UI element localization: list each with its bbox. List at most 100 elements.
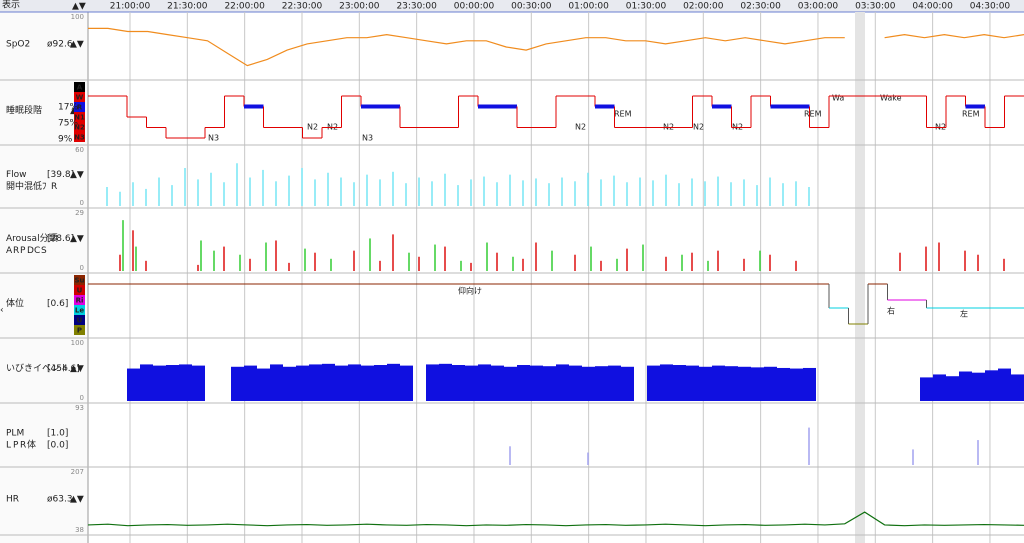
event-bar xyxy=(491,365,504,401)
signal-trace xyxy=(88,27,845,67)
event-bar xyxy=(265,242,267,271)
time-tick: 04:30:00 xyxy=(970,2,1011,12)
event-bar xyxy=(119,191,121,206)
legend-item: D xyxy=(27,246,34,256)
event-bar xyxy=(369,238,371,271)
event-bar xyxy=(777,367,790,401)
event-bar xyxy=(751,367,764,401)
legend-item: L xyxy=(6,441,11,451)
event-bar xyxy=(652,180,654,206)
event-bar xyxy=(769,177,771,206)
event-bar xyxy=(647,365,660,401)
stage-percent: 75% xyxy=(58,119,78,129)
event-bar xyxy=(665,256,667,271)
event-bar xyxy=(899,252,901,271)
event-bar xyxy=(600,260,602,271)
event-bar xyxy=(434,244,436,271)
legend-box xyxy=(74,132,85,142)
event-bar xyxy=(681,254,683,271)
event-bar xyxy=(408,252,410,271)
scale-label: 93 xyxy=(75,404,84,412)
event-bar xyxy=(704,181,706,206)
event-bar xyxy=(275,240,277,271)
event-bar xyxy=(197,264,199,271)
panel-arrows[interactable]: ▲▼ xyxy=(70,234,84,244)
collapse-arrow[interactable]: ‹ xyxy=(0,306,4,316)
event-bar xyxy=(145,188,147,206)
event-bar xyxy=(122,220,124,271)
scale-label: 0 xyxy=(80,199,84,207)
header-label[interactable]: 表示 xyxy=(2,0,20,11)
time-tick: 21:00:00 xyxy=(110,2,151,12)
event-bar xyxy=(759,250,761,271)
event-bar xyxy=(517,365,530,401)
event-bar xyxy=(803,367,816,401)
event-bar xyxy=(244,365,257,401)
panel-name: 体位 xyxy=(6,297,24,309)
event-bar xyxy=(166,365,179,401)
panel-arrows[interactable]: ▲▼ xyxy=(70,170,84,180)
legend-box xyxy=(74,122,85,132)
panel-arrows[interactable]: ▲▼ xyxy=(70,495,84,505)
event-bar xyxy=(738,366,751,401)
scale-label: 60 xyxy=(75,146,84,154)
panel-name: HR xyxy=(6,495,19,505)
panel-name: PLM xyxy=(6,429,24,439)
event-bar xyxy=(522,180,524,206)
time-tick: 21:30:00 xyxy=(167,2,208,12)
panel-name: Arousal分類 xyxy=(6,233,58,244)
event-bar xyxy=(309,364,322,401)
event-bar xyxy=(132,182,134,206)
scale-label: 207 xyxy=(71,468,84,476)
legend-box-label: P xyxy=(77,327,82,335)
panel-arrows[interactable]: ▲▼ xyxy=(70,364,84,374)
event-bar xyxy=(626,248,628,271)
event-bar xyxy=(496,182,498,206)
event-bar xyxy=(522,258,524,271)
panel-arrows[interactable]: ▲▼ xyxy=(70,40,84,50)
event-bar xyxy=(998,368,1011,401)
legend-item: 体 xyxy=(27,439,36,451)
annotation: 右 xyxy=(887,306,895,316)
event-bar xyxy=(938,242,940,271)
time-tick: 01:30:00 xyxy=(626,2,667,12)
legend-box-label: U xyxy=(77,317,83,325)
event-bar xyxy=(179,364,192,401)
annotation: Wa xyxy=(832,94,844,103)
event-bar xyxy=(405,183,407,206)
time-tick: 02:30:00 xyxy=(740,2,781,12)
event-bar xyxy=(460,260,462,271)
event-bar xyxy=(223,246,225,271)
event-bar xyxy=(439,363,452,401)
event-bar xyxy=(985,370,998,401)
event-bar xyxy=(743,258,745,271)
legend-box-label: W xyxy=(76,94,84,102)
event-bar xyxy=(361,365,374,401)
event-bar xyxy=(283,366,296,401)
scale-label: 100 xyxy=(71,13,84,21)
event-bar xyxy=(587,172,589,206)
legend-item: P xyxy=(20,246,26,256)
event-bar xyxy=(262,169,264,206)
event-bar xyxy=(512,256,514,271)
event-bar xyxy=(509,174,511,206)
annotation: 左 xyxy=(960,309,968,319)
legend-item: C xyxy=(34,246,40,256)
event-bar xyxy=(210,172,212,206)
event-bar xyxy=(496,252,498,271)
legend-item: P xyxy=(13,441,19,451)
legend-box-label: N2 xyxy=(74,124,85,132)
event-bar xyxy=(616,258,618,271)
event-bar xyxy=(595,366,608,401)
header-arrows[interactable]: ▲▼ xyxy=(72,2,86,12)
event-bar xyxy=(418,256,420,271)
legend-box xyxy=(74,285,85,295)
event-bar xyxy=(314,252,316,271)
event-bar xyxy=(353,182,355,206)
legend-box-label: Ri xyxy=(76,297,84,305)
event-bar xyxy=(400,365,413,401)
event-bar xyxy=(340,177,342,206)
signal-trace xyxy=(87,511,1024,527)
event-bar xyxy=(171,185,173,206)
label-column xyxy=(0,12,88,543)
